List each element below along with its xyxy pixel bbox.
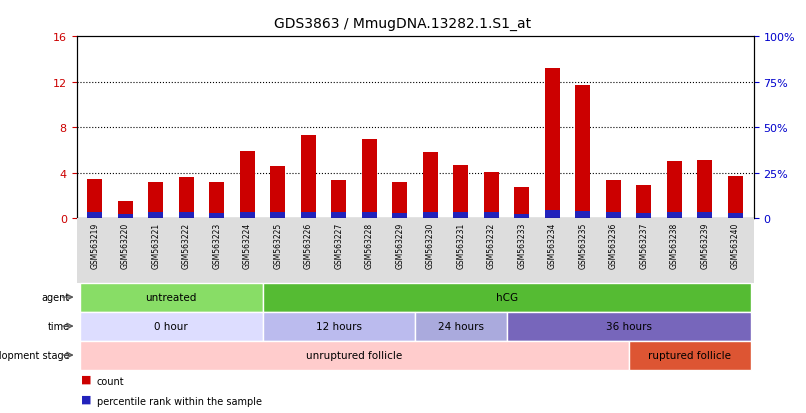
Bar — [80, 312, 263, 341]
Text: GSM563236: GSM563236 — [609, 222, 618, 268]
Bar — [636, 213, 651, 219]
Text: ruptured follicle: ruptured follicle — [648, 350, 731, 360]
Bar — [605, 180, 621, 219]
Bar — [575, 211, 591, 219]
Bar — [728, 177, 743, 219]
Bar — [545, 69, 560, 219]
Bar — [270, 213, 285, 219]
Text: GSM563227: GSM563227 — [334, 222, 343, 268]
Bar — [179, 213, 194, 219]
Bar — [484, 172, 499, 219]
Text: hCG: hCG — [496, 292, 517, 302]
Bar — [393, 183, 408, 219]
Text: GSM563219: GSM563219 — [90, 222, 99, 268]
Bar — [393, 214, 408, 219]
Text: GSM563235: GSM563235 — [579, 222, 588, 268]
Bar — [148, 213, 164, 219]
Bar — [697, 213, 713, 219]
Bar — [331, 213, 347, 219]
Bar — [728, 214, 743, 219]
Text: GSM563231: GSM563231 — [456, 222, 465, 268]
Text: percentile rank within the sample: percentile rank within the sample — [97, 396, 262, 406]
Bar — [514, 214, 530, 219]
Text: agent: agent — [42, 292, 70, 302]
Text: GSM563232: GSM563232 — [487, 222, 496, 268]
Text: GSM563223: GSM563223 — [212, 222, 222, 268]
Text: GSM563220: GSM563220 — [121, 222, 130, 268]
Text: GSM563239: GSM563239 — [700, 222, 709, 268]
Text: 12 hours: 12 hours — [316, 321, 362, 331]
Bar — [87, 179, 102, 219]
Bar — [545, 210, 560, 219]
Bar — [118, 215, 133, 219]
Text: time: time — [48, 321, 70, 331]
Bar — [507, 312, 750, 341]
Text: GSM563221: GSM563221 — [152, 222, 160, 268]
Text: GSM563229: GSM563229 — [395, 222, 405, 268]
Bar — [575, 86, 591, 219]
Bar — [239, 213, 255, 219]
Text: GSM563222: GSM563222 — [182, 222, 191, 268]
Bar — [667, 213, 682, 219]
Text: GSM563237: GSM563237 — [639, 222, 648, 268]
Bar — [422, 153, 438, 219]
Text: GSM563225: GSM563225 — [273, 222, 282, 268]
Bar — [179, 178, 194, 219]
Bar — [667, 162, 682, 219]
Text: untreated: untreated — [145, 292, 197, 302]
Bar — [301, 213, 316, 219]
Text: development stage: development stage — [0, 350, 70, 360]
Bar — [263, 312, 415, 341]
Text: GSM563240: GSM563240 — [731, 222, 740, 268]
Bar — [415, 312, 507, 341]
Bar — [605, 213, 621, 219]
Bar — [263, 283, 750, 312]
Bar — [210, 183, 225, 219]
Bar — [362, 213, 377, 219]
Text: 0 hour: 0 hour — [154, 321, 188, 331]
Text: unruptured follicle: unruptured follicle — [306, 350, 402, 360]
Bar — [80, 283, 263, 312]
Bar — [514, 187, 530, 219]
Bar — [148, 183, 164, 219]
Bar — [629, 341, 750, 370]
Bar — [210, 214, 225, 219]
Text: GSM563233: GSM563233 — [517, 222, 526, 268]
Bar — [697, 161, 713, 219]
Bar — [362, 140, 377, 219]
Text: 36 hours: 36 hours — [605, 321, 651, 331]
Text: GSM563234: GSM563234 — [548, 222, 557, 268]
Bar — [80, 341, 629, 370]
Text: GSM563230: GSM563230 — [426, 222, 435, 268]
Bar — [484, 213, 499, 219]
Bar — [301, 136, 316, 219]
Bar — [239, 152, 255, 219]
Bar — [453, 213, 468, 219]
Bar — [331, 180, 347, 219]
Text: ■: ■ — [81, 394, 91, 404]
Text: GDS3863 / MmugDNA.13282.1.S1_at: GDS3863 / MmugDNA.13282.1.S1_at — [274, 17, 532, 31]
Bar — [87, 213, 102, 219]
Text: ■: ■ — [81, 374, 91, 384]
Bar — [453, 166, 468, 219]
Text: GSM563224: GSM563224 — [243, 222, 251, 268]
Bar — [270, 166, 285, 219]
Text: 24 hours: 24 hours — [438, 321, 484, 331]
Bar — [422, 213, 438, 219]
Bar — [636, 186, 651, 219]
Text: GSM563238: GSM563238 — [670, 222, 679, 268]
Text: GSM563228: GSM563228 — [365, 222, 374, 268]
Bar — [118, 202, 133, 219]
Text: GSM563226: GSM563226 — [304, 222, 313, 268]
Text: count: count — [97, 376, 124, 386]
